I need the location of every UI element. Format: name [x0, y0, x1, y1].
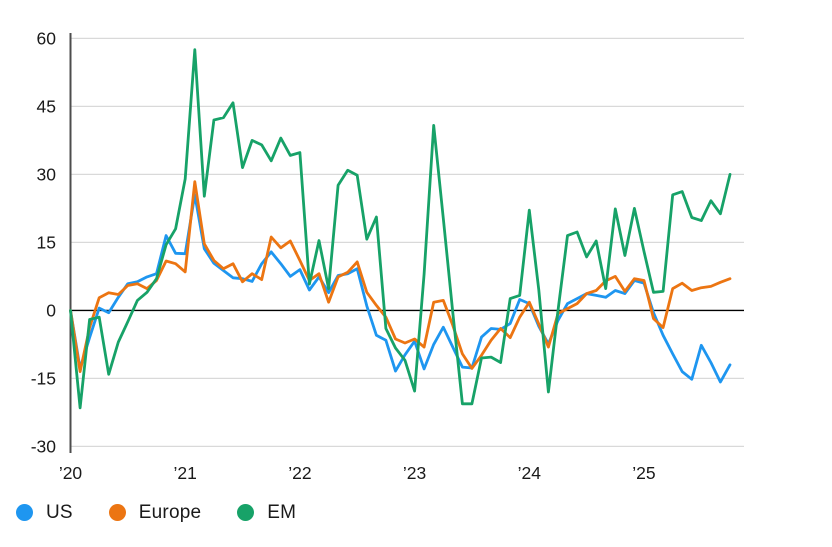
line-chart-svg: 60 45 30 15 0 -15 -30’20 ’21 ’22 ’23 ’24 ’25: [31, 28, 744, 483]
legend-item-em: EM: [237, 503, 296, 522]
y-tick-label-30: 30: [37, 164, 57, 184]
y-tick-label--30: -30: [31, 436, 57, 456]
y-tick-label--15: -15: [31, 368, 56, 388]
legend-label-us: US: [46, 502, 73, 523]
chart-container: 60 45 30 15 0 -15 -30’20 ’21 ’22 ’23 ’24 ’25: [31, 28, 744, 483]
x-tick-label-22: ’22: [288, 463, 311, 483]
legend-item-europe: Europe: [108, 502, 202, 523]
y-tick-label-60: 60: [37, 28, 57, 48]
y-tick-label-0: 0: [46, 300, 56, 320]
x-tick-label-20: ’20: [59, 463, 83, 483]
em-series-dot-icon: [237, 504, 255, 521]
chart-legend: US Europe EM: [16, 503, 296, 522]
legend-label-em: EM: [267, 502, 297, 523]
europe-series-dot-icon: [108, 504, 126, 521]
x-tick-label-24: ’24: [518, 463, 542, 483]
x-tick-label-21: ’21: [174, 463, 197, 483]
series-line-em: [69, 48, 732, 410]
legend-label-europe: Europe: [138, 502, 202, 523]
us-series-dot-icon: [16, 504, 33, 521]
x-tick-label-25: ’25: [632, 463, 655, 483]
legend-item-us: US: [16, 503, 73, 522]
series-line-europe: [69, 180, 732, 374]
x-tick-label-23: ’23: [403, 463, 426, 483]
y-tick-label-15: 15: [37, 232, 56, 252]
y-tick-label-45: 45: [37, 96, 56, 116]
series-line-us: [69, 193, 732, 384]
